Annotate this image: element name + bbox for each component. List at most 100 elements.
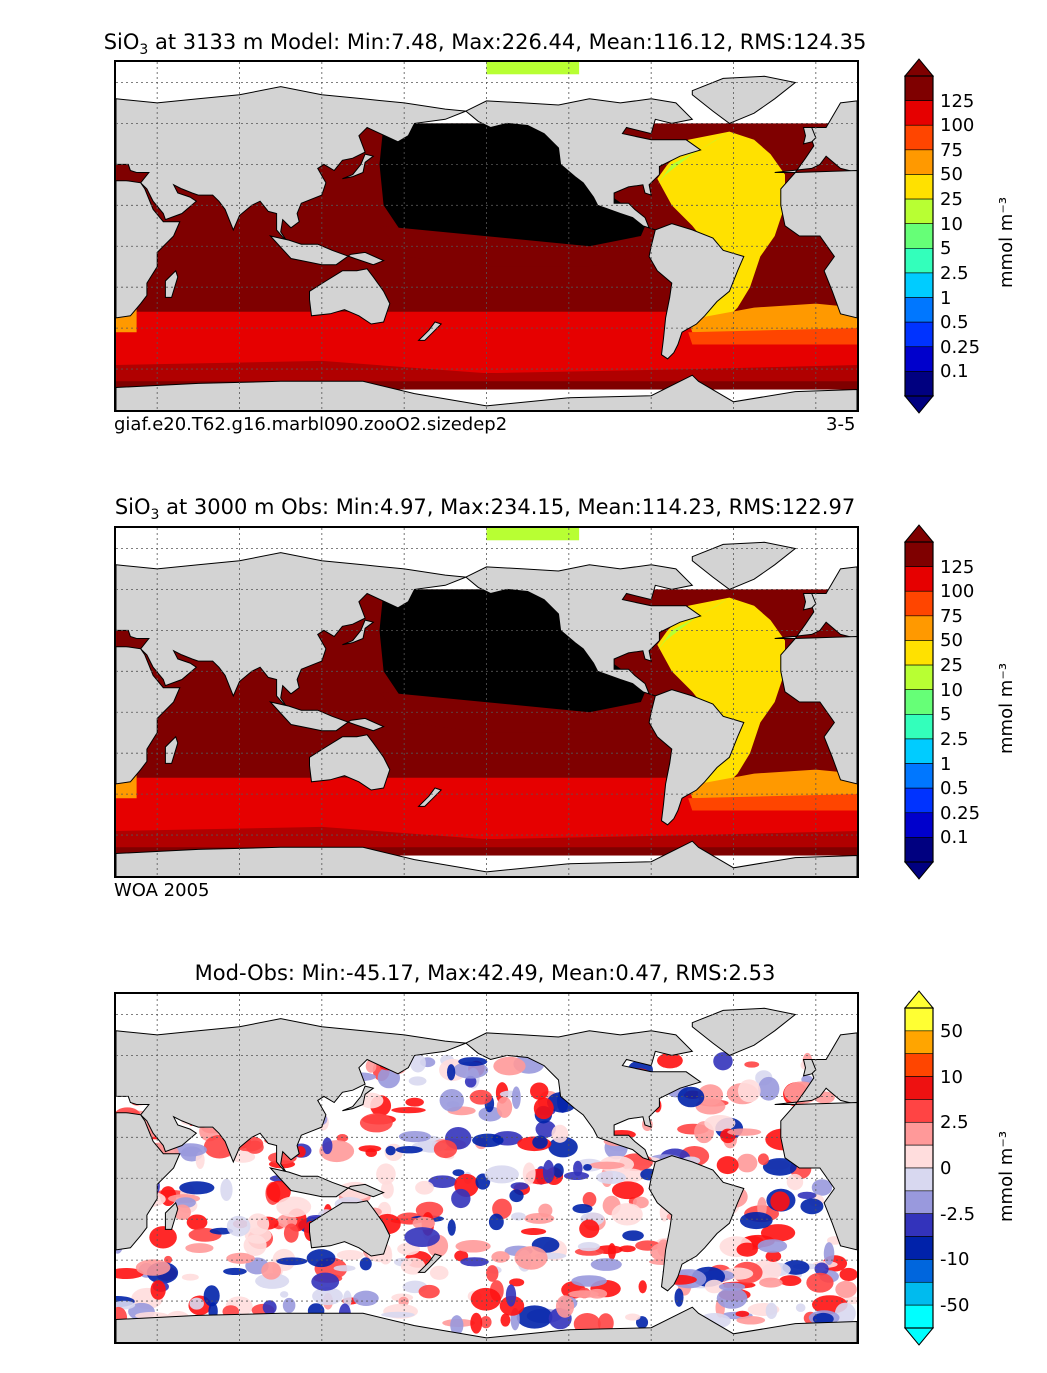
- diff-blob: [135, 1259, 171, 1276]
- diff-blob: [758, 1076, 780, 1101]
- colorbar-tick-label: -2.5: [940, 1203, 976, 1225]
- map-panel-diff: [114, 992, 859, 1344]
- colorbar-segment: [904, 640, 934, 666]
- diff-blob: [179, 1181, 215, 1195]
- land-africa: [116, 1112, 181, 1251]
- colorbar-bottom-arrow: [904, 861, 934, 880]
- diff-blob: [770, 1191, 790, 1212]
- diff-blob: [439, 1089, 464, 1112]
- colorbar-segment: [904, 321, 934, 348]
- diff-blob: [464, 1075, 477, 1088]
- diff-blob: [806, 1272, 834, 1293]
- colorbar-tick-label: 100: [940, 581, 975, 603]
- diff-blob: [511, 1212, 526, 1221]
- diff-blob: [713, 1052, 733, 1071]
- panel-2-title: SiO3 at 3000 m Obs: Min:4.97, Max:234.15…: [114, 495, 856, 524]
- land-antarctica: [116, 840, 857, 876]
- colorbar-tick-label: 5: [940, 238, 952, 260]
- diff-blob: [412, 1216, 436, 1230]
- colorbar-tick-label: 10: [940, 213, 963, 235]
- land-nz: [417, 1253, 443, 1273]
- diff-blob: [765, 1250, 782, 1262]
- land-africaWest: [780, 169, 857, 319]
- diff-blob: [181, 1273, 199, 1281]
- diff-blob: [398, 1130, 431, 1143]
- land-northAmerica: [464, 1030, 702, 1163]
- colorbar-tick-label: 0.5: [940, 312, 969, 334]
- diff-blob: [380, 1180, 394, 1199]
- diff-blob: [727, 1128, 762, 1136]
- diff-blob: [429, 1265, 449, 1280]
- diff-blob: [611, 1203, 643, 1226]
- diff-blob: [505, 1284, 517, 1307]
- diff-blob: [500, 1313, 511, 1327]
- diff-blob: [418, 1284, 440, 1299]
- diff-blob: [116, 1268, 144, 1280]
- diff-blob: [811, 1179, 833, 1196]
- diff-blob: [632, 1196, 649, 1209]
- colorbar-tick-label: 25: [940, 189, 963, 211]
- land-uk: [802, 127, 817, 145]
- diff-blob: [336, 1250, 364, 1261]
- colorbar-segment: [904, 1304, 934, 1329]
- colorbar-tick-label: 0.5: [940, 778, 969, 800]
- diff-blob: [173, 1143, 207, 1157]
- colorbar-tick-label: 1: [940, 287, 952, 309]
- colorbar-segment: [904, 714, 934, 740]
- diff-blob: [509, 1278, 525, 1287]
- colorbar-segment: [904, 763, 934, 789]
- diff-blob: [149, 1226, 177, 1249]
- diff-blob: [677, 1086, 705, 1108]
- diff-blob: [520, 1228, 547, 1236]
- colorbar-segment: [904, 1007, 934, 1032]
- diff-blob: [223, 1267, 247, 1276]
- colorbar-segment: [904, 837, 934, 863]
- run-id-label: giaf.e20.T62.g16.marbl090.zooO2.sizedep2: [114, 414, 508, 435]
- diff-blob: [415, 1201, 444, 1219]
- diff-blob: [276, 1257, 308, 1266]
- diff-blob: [823, 1242, 835, 1265]
- diff-blob: [638, 1280, 647, 1294]
- diff-blob: [261, 1261, 282, 1280]
- diff-blob: [433, 1139, 458, 1159]
- diff-blob: [552, 1163, 564, 1178]
- colorbar-tick-label: 0.1: [940, 827, 969, 849]
- south-atlantic-red: [688, 328, 857, 345]
- colorbar-segment: [904, 1213, 934, 1237]
- colorbar-tick-label: 125: [940, 556, 975, 578]
- pacific-high-silicate: [379, 123, 647, 247]
- colorbar-segment: [904, 272, 934, 298]
- diff-blob: [514, 1246, 548, 1270]
- land-nz: [417, 321, 443, 341]
- diff-blob: [735, 1310, 750, 1317]
- colorbar-unit-label: mmol m⁻³: [996, 1130, 1017, 1222]
- colorbar-segment: [904, 1144, 934, 1169]
- diff-blob: [116, 1300, 136, 1310]
- colorbar-segment: [904, 223, 934, 249]
- colorbar-obs: 125 100 75 50 25 10 5 2.5 1 0.5 0.25 0.1 mmol m⁻³: [904, 524, 1044, 880]
- colorbar-segment: [904, 1030, 934, 1055]
- colorbar-segment: [904, 297, 934, 323]
- colorbar-svg: [904, 990, 934, 1346]
- diff-blob: [186, 1214, 208, 1230]
- colorbar-segment: [904, 590, 934, 617]
- land-southAmerica: [648, 223, 745, 360]
- diff-blob: [704, 1279, 724, 1294]
- diff-blob: [716, 1287, 748, 1309]
- diff-blob: [590, 1258, 622, 1271]
- land-uk: [802, 1059, 817, 1077]
- diff-blob: [322, 1137, 333, 1155]
- colorbar-unit-label: mmol m⁻³: [996, 196, 1017, 288]
- land-greenland: [691, 75, 797, 124]
- obs-source-label: WOA 2005: [114, 880, 210, 901]
- diff-blob: [458, 1057, 488, 1067]
- diff-blob: [533, 1097, 554, 1120]
- diff-blob: [195, 1151, 205, 1170]
- land-australia: [309, 1200, 391, 1257]
- diff-blob: [408, 1076, 427, 1086]
- colorbar-diff: 50 10 2.5 0 -2.5 -10 -50 mmol m⁻³: [904, 990, 1044, 1346]
- colorbar-top-arrow: [904, 990, 934, 1009]
- diff-blob: [150, 1280, 166, 1300]
- years-label: 3-5: [826, 414, 856, 435]
- diff-blob: [469, 1089, 493, 1105]
